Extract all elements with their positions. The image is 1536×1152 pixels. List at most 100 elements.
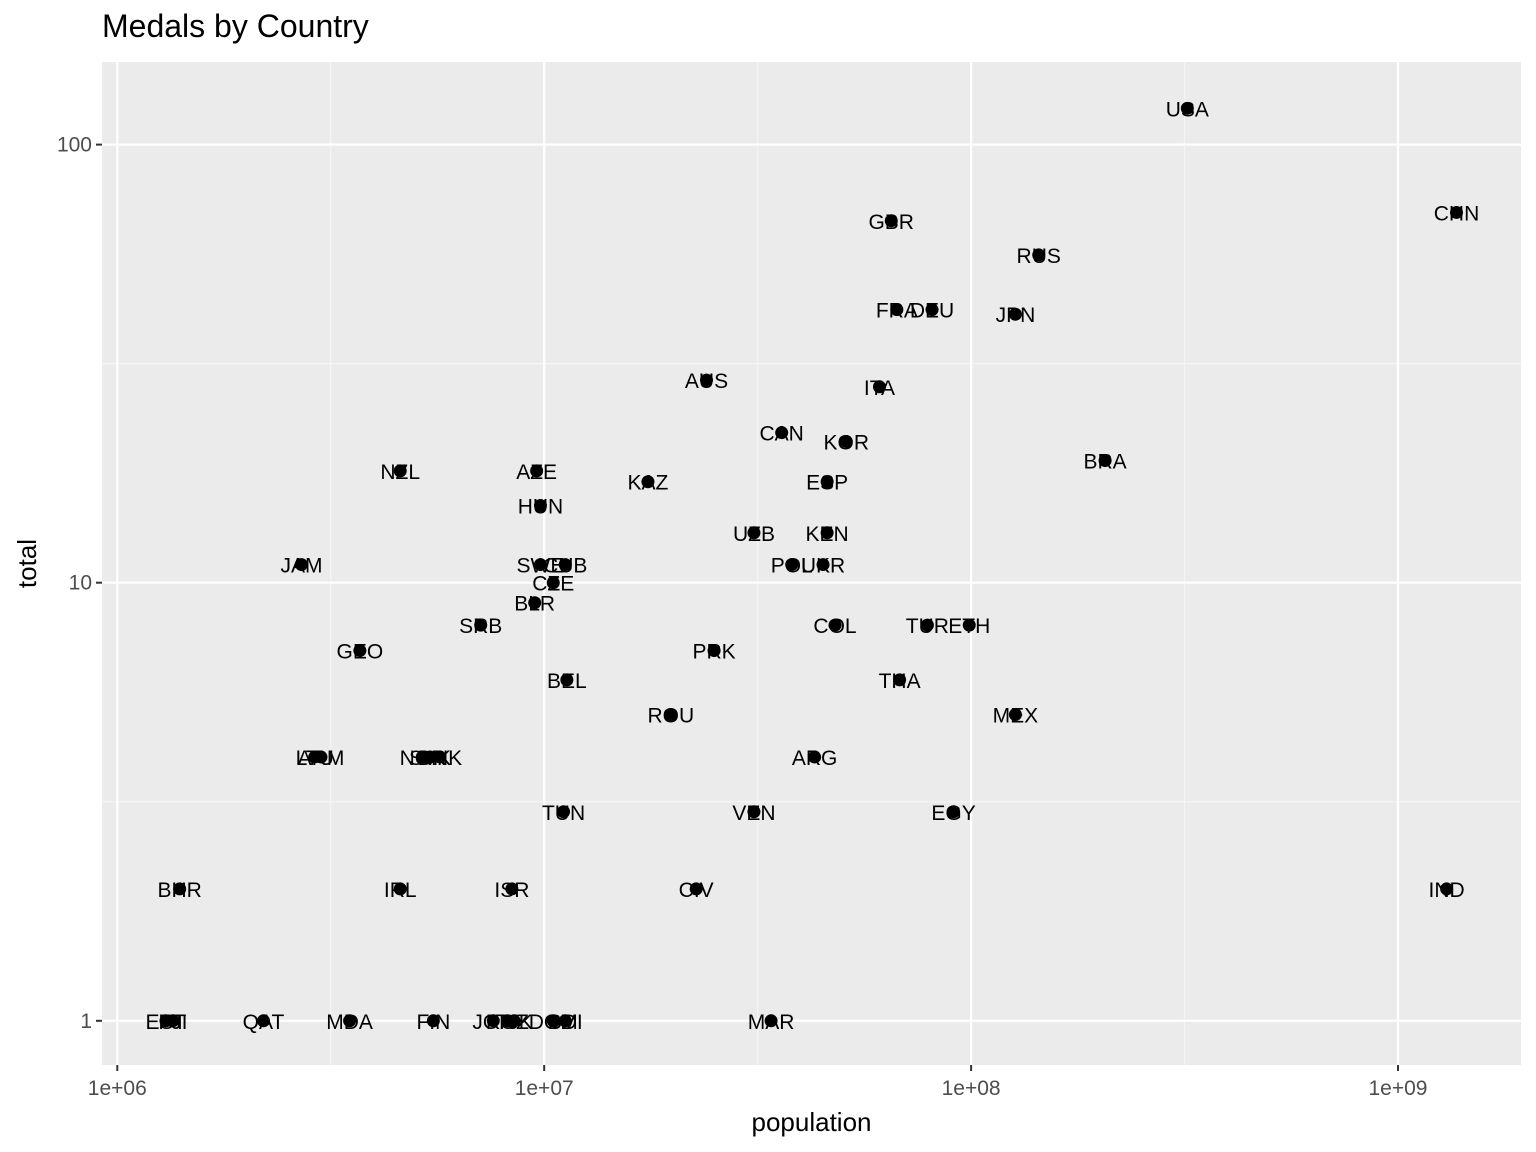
point-label: GBR xyxy=(868,211,914,234)
data-point xyxy=(775,426,789,440)
data-point xyxy=(707,644,721,658)
point-label: KOR xyxy=(824,432,870,455)
data-point xyxy=(962,618,976,632)
point-label: DNK xyxy=(418,747,462,770)
point-label: RUS xyxy=(1017,245,1061,268)
data-point xyxy=(785,558,799,572)
data-point xyxy=(820,475,834,489)
data-point xyxy=(828,618,842,632)
point-label: EST xyxy=(146,1011,187,1034)
point-label: DOM xyxy=(529,1011,578,1034)
data-point xyxy=(530,464,544,478)
x-axis-title: population xyxy=(752,1107,872,1137)
point-label: MEX xyxy=(993,705,1039,728)
point-label: JAM xyxy=(280,555,322,578)
point-label: JOR xyxy=(472,1011,514,1034)
point-label: LTU xyxy=(296,747,334,770)
point-label: COL xyxy=(813,615,856,638)
data-point xyxy=(474,618,488,632)
data-point xyxy=(558,558,572,572)
data-point xyxy=(423,750,437,764)
point-label: CUB xyxy=(543,555,587,578)
data-point xyxy=(700,373,714,387)
data-point xyxy=(1098,454,1112,468)
point-label: CIV xyxy=(679,879,714,902)
data-point xyxy=(1440,882,1454,896)
point-label: KEN xyxy=(806,523,849,546)
point-label: THA xyxy=(879,670,921,693)
data-point xyxy=(528,596,542,610)
point-label: FRA xyxy=(876,300,918,323)
point-label: MDA xyxy=(326,1011,373,1034)
data-point xyxy=(1180,101,1194,115)
data-point xyxy=(872,380,886,394)
chart-title: Medals by Country xyxy=(102,8,369,44)
point-label: ESP xyxy=(806,472,848,495)
data-points xyxy=(159,101,1464,1028)
data-point xyxy=(393,882,407,896)
point-label: HUN xyxy=(518,496,564,519)
x-tick-label: 1e+08 xyxy=(942,1077,1001,1100)
data-point xyxy=(893,673,907,687)
data-point xyxy=(925,303,939,317)
data-point xyxy=(558,1014,572,1028)
point-label: VEN xyxy=(732,802,775,825)
data-point xyxy=(816,558,830,572)
point-label: FJI xyxy=(158,1011,187,1034)
data-point xyxy=(560,673,574,687)
data-point xyxy=(890,303,904,317)
data-point xyxy=(1008,708,1022,722)
point-label: SWE xyxy=(517,555,565,578)
data-point xyxy=(747,805,761,819)
data-point xyxy=(689,882,703,896)
point-label: ETH xyxy=(948,615,990,638)
point-label: IND xyxy=(1429,879,1465,902)
point-label: BEL xyxy=(547,670,587,693)
point-label: USA xyxy=(1166,98,1209,121)
point-label: JPN xyxy=(996,304,1036,327)
point-label: SRB xyxy=(459,615,502,638)
data-point xyxy=(820,526,834,540)
point-label: UKR xyxy=(801,555,845,578)
data-point xyxy=(533,499,547,513)
y-axis-title: total xyxy=(12,539,42,588)
y-tick-label: 100 xyxy=(57,134,92,157)
point-label: TJK xyxy=(495,1011,532,1034)
data-point xyxy=(764,1014,778,1028)
point-label: EGY xyxy=(931,802,975,825)
point-label: UZB xyxy=(733,523,775,546)
x-axis-ticks: 1e+06 1e+07 1e+08 1e+09 xyxy=(88,1065,1427,1100)
data-point xyxy=(486,1014,500,1028)
point-label: TUR xyxy=(906,615,949,638)
point-label: ARM xyxy=(298,747,345,770)
point-label: QAT xyxy=(243,1011,285,1034)
data-point xyxy=(664,708,678,722)
data-point xyxy=(920,618,934,632)
data-point xyxy=(314,750,328,764)
data-point xyxy=(947,805,961,819)
point-label: BHR xyxy=(158,879,202,902)
data-point xyxy=(500,1014,514,1028)
point-label: PRK xyxy=(692,641,735,664)
point-label: FIN xyxy=(416,1011,450,1034)
data-point xyxy=(557,805,571,819)
point-label: CAN xyxy=(760,423,804,446)
point-label: NZL xyxy=(380,461,420,484)
data-point xyxy=(546,1014,560,1028)
point-label: KAZ xyxy=(628,472,669,495)
point-label: BLR xyxy=(514,593,555,616)
data-point xyxy=(884,214,898,228)
point-label: MAR xyxy=(748,1011,795,1034)
data-point xyxy=(166,1014,180,1028)
point-label: CZE xyxy=(532,573,574,596)
point-label: AUS xyxy=(685,370,728,393)
plot-panel xyxy=(102,62,1521,1065)
point-label: AZE xyxy=(516,461,557,484)
point-label: ROU xyxy=(648,705,695,728)
data-point xyxy=(839,435,853,449)
data-point xyxy=(426,1014,440,1028)
point-label: SVK xyxy=(409,747,451,770)
data-point xyxy=(393,464,407,478)
point-label: KGZ xyxy=(486,1011,529,1034)
